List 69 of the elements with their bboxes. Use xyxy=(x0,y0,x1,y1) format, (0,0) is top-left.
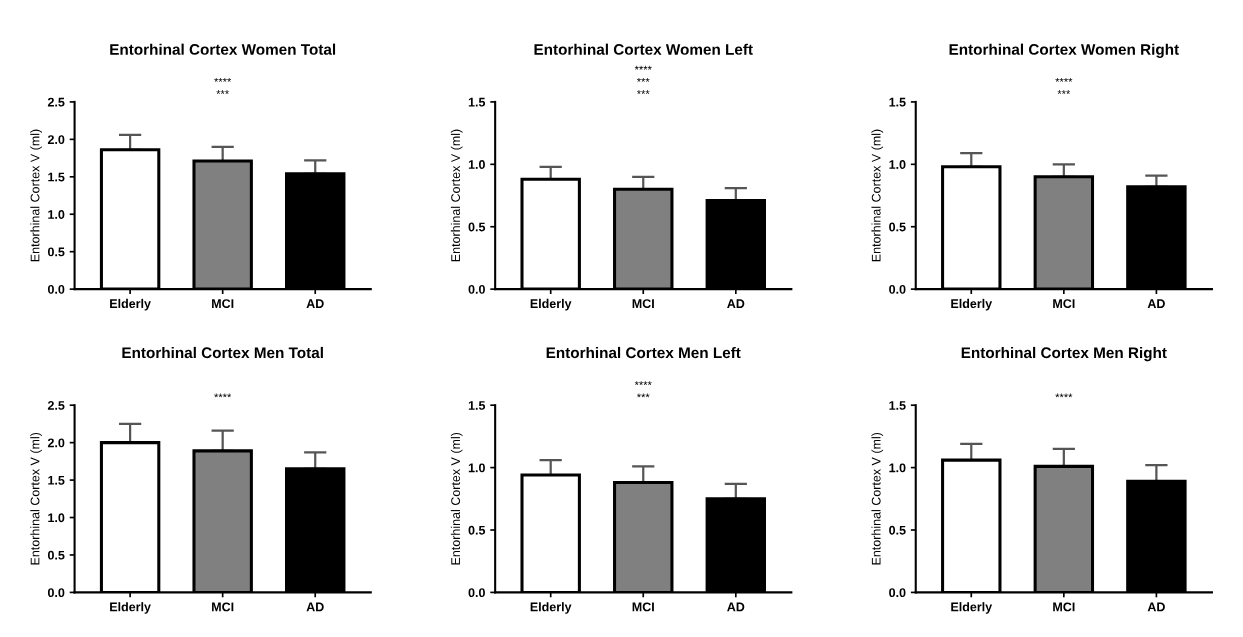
y-tick-label: 2.5 xyxy=(47,401,65,410)
x-tick-label: Elderly xyxy=(530,602,572,614)
text: *** xyxy=(636,393,650,398)
y-tick-label: 0.0 xyxy=(468,284,485,294)
y-axis-title: Entorhinal Cortex V (ml) xyxy=(871,129,884,262)
text: **** xyxy=(634,65,652,70)
y-tick-label: 0.0 xyxy=(47,588,65,598)
y-tick-label: 2.0 xyxy=(47,135,65,145)
chart-title: Entorhinal Cortex Men Left xyxy=(546,346,741,359)
text: **** xyxy=(634,381,652,386)
x-tick-label: AD xyxy=(727,602,745,612)
y-tick-label: 0.5 xyxy=(47,247,65,257)
x-tick-label: Elderly xyxy=(951,298,993,311)
x-tick-label: MCI xyxy=(212,602,234,612)
y-tick-label: 1.5 xyxy=(889,401,906,410)
text: **** xyxy=(1055,77,1073,82)
y-tick-label: 1.0 xyxy=(468,160,485,169)
text: *** xyxy=(636,77,650,82)
text: *** xyxy=(1057,90,1071,94)
chart-title: Entorhinal Cortex Men Total xyxy=(122,346,323,359)
x-tick-label: MCI xyxy=(1053,299,1075,309)
x-tick-label: Elderly xyxy=(110,602,151,614)
x-tick-label: MCI xyxy=(632,602,654,612)
y-tick-label: 1.5 xyxy=(889,97,906,107)
y-tick-label: 0.5 xyxy=(468,222,486,232)
chart-title: Entorhinal Cortex Men Right xyxy=(961,346,1167,362)
x-tick-label: Elderly xyxy=(110,298,151,311)
text: **** xyxy=(214,393,232,398)
y-tick-label: 2.5 xyxy=(47,97,65,107)
y-axis-title: Entorhinal Cortex V (ml) xyxy=(30,129,42,262)
y-axis-title: Entorhinal Cortex V (ml) xyxy=(30,432,42,565)
y-tick-label: 0.0 xyxy=(468,588,485,598)
y-tick-label: 0.5 xyxy=(889,222,906,232)
y-tick-label: 0.5 xyxy=(47,550,65,560)
chart-title: Entorhinal Cortex Women Total xyxy=(110,43,336,55)
y-tick-label: 1.0 xyxy=(468,463,485,473)
x-tick-label: MCI xyxy=(1053,602,1075,612)
x-tick-label: AD xyxy=(306,299,324,308)
y-tick-label: 0.0 xyxy=(889,284,906,294)
x-tick-label: Elderly xyxy=(951,602,993,614)
y-tick-label: 2.0 xyxy=(47,438,65,448)
chart-title: Entorhinal Cortex Women Right xyxy=(949,43,1179,58)
y-tick-label: 0.5 xyxy=(889,525,906,535)
y-tick-label: 1.5 xyxy=(468,401,486,410)
text: **** xyxy=(1055,393,1073,398)
y-axis-title: Entorhinal Cortex V (ml) xyxy=(450,129,463,262)
text: *** xyxy=(636,90,650,94)
y-tick-label: 1.0 xyxy=(48,210,65,219)
y-tick-label: 1.0 xyxy=(889,160,906,169)
x-tick-label: Elderly xyxy=(530,298,572,311)
y-tick-label: 1.5 xyxy=(48,172,65,182)
x-tick-label: MCI xyxy=(632,299,654,309)
x-tick-label: AD xyxy=(306,602,324,612)
x-tick-label: AD xyxy=(727,299,745,308)
y-axis-title: Entorhinal Cortex V (ml) xyxy=(450,432,463,565)
x-tick-label: AD xyxy=(1147,602,1165,612)
x-tick-label: MCI xyxy=(212,299,234,309)
text: *** xyxy=(216,90,229,94)
y-tick-label: 1.5 xyxy=(48,476,65,485)
y-tick-label: 0.0 xyxy=(889,588,906,598)
y-tick-label: 0.0 xyxy=(47,284,65,294)
y-tick-label: 1.0 xyxy=(48,513,65,523)
y-tick-label: 1.5 xyxy=(468,97,486,107)
text: **** xyxy=(214,77,232,82)
y-tick-label: 0.5 xyxy=(468,525,486,535)
y-tick-label: 1.0 xyxy=(889,463,906,473)
chart-title: Entorhinal Cortex Women Left xyxy=(534,43,753,55)
y-axis-title: Entorhinal Cortex V (ml) xyxy=(871,432,884,565)
x-tick-label: AD xyxy=(1147,299,1165,308)
